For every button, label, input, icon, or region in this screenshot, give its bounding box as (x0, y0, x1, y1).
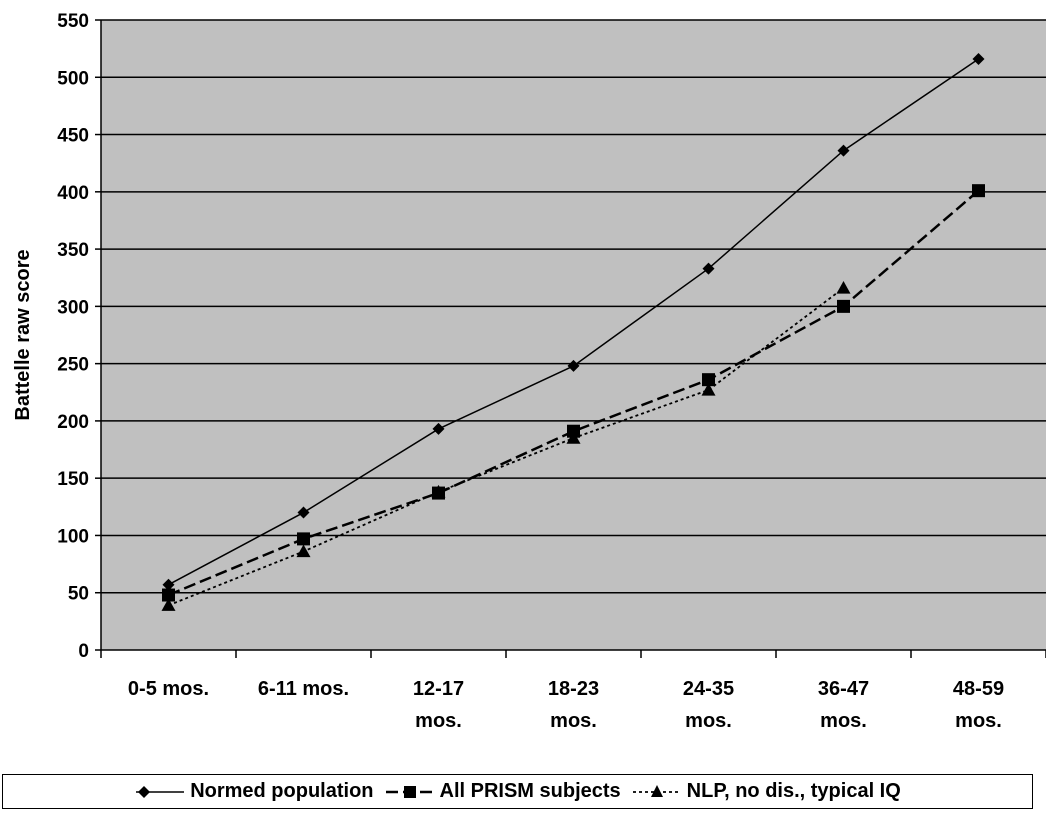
data-point-series-3 (161, 598, 176, 611)
y-tick-label: 400 (57, 183, 89, 204)
y-tick-label: 50 (68, 584, 89, 605)
series-line-3 (168, 287, 845, 607)
data-point-series-2 (702, 373, 715, 387)
legend-label: Normed population (190, 780, 374, 802)
x-tick-label: 6-11 mos. (258, 678, 349, 700)
y-tick-label: 250 (57, 355, 89, 376)
data-point-series-1 (297, 506, 310, 519)
plot-area (101, 20, 1046, 650)
legend-label: All PRISM subjects (439, 780, 621, 802)
y-tick-label: 200 (57, 412, 89, 433)
x-tick-label: mos. (550, 710, 597, 732)
legend-swatch-square (384, 782, 436, 802)
y-tick-label: 350 (57, 240, 89, 261)
legend-item: Normed population (134, 780, 374, 803)
legend: Normed population All PRISM subjects NLP, … (2, 774, 1033, 809)
legend-swatch-diamond (134, 782, 186, 802)
data-point-series-1 (162, 578, 175, 591)
y-tick-label: 150 (57, 469, 89, 490)
data-point-series-3 (431, 484, 446, 498)
legend-swatch-triangle (631, 782, 683, 802)
data-point-series-3 (566, 431, 581, 444)
chart: 0 50 100 150 200 250 300 350 400 450 500 550 0-5 mos… (12, 11, 1046, 732)
data-point-series-1 (972, 52, 985, 65)
data-point-series-3 (296, 544, 311, 558)
data-point-series-1 (432, 422, 445, 435)
legend-label: NLP, no dis., typical IQ (686, 780, 901, 802)
data-point-series-1 (837, 144, 850, 157)
y-tick-label: 0 (78, 641, 89, 662)
data-point-series-2 (162, 588, 175, 602)
data-point-series-3 (836, 281, 851, 294)
y-tick-label: 100 (57, 526, 89, 547)
x-tick-label: mos. (685, 710, 732, 732)
x-tick-label: 36-47 (818, 678, 869, 700)
x-tick-label: mos. (415, 710, 462, 732)
x-tick-label: 0-5 mos. (128, 678, 209, 700)
data-point-series-1 (567, 359, 580, 372)
x-tick-label: 12-17 (413, 678, 464, 700)
data-point-series-1 (702, 262, 715, 275)
legend-item: NLP, no dis., typical IQ (631, 780, 901, 803)
data-point-series-2 (297, 532, 310, 546)
y-tick-label: 550 (57, 11, 89, 32)
data-point-series-3 (701, 382, 716, 396)
x-tick-label: 18-23 (548, 678, 599, 700)
y-tick-label: 500 (57, 68, 89, 89)
legend-item: All PRISM subjects (384, 780, 621, 803)
data-point-series-2 (972, 184, 985, 198)
y-tick-label: 450 (57, 126, 89, 147)
y-tick-label: 300 (57, 297, 89, 318)
data-point-series-2 (837, 299, 850, 313)
x-tick-label: 48-59 (953, 678, 1004, 700)
y-axis-label: Battelle raw score (12, 249, 34, 420)
x-tick-label: mos. (820, 710, 867, 732)
x-tick-label: mos. (955, 710, 1002, 732)
x-tick-label: 24-35 (683, 678, 734, 700)
